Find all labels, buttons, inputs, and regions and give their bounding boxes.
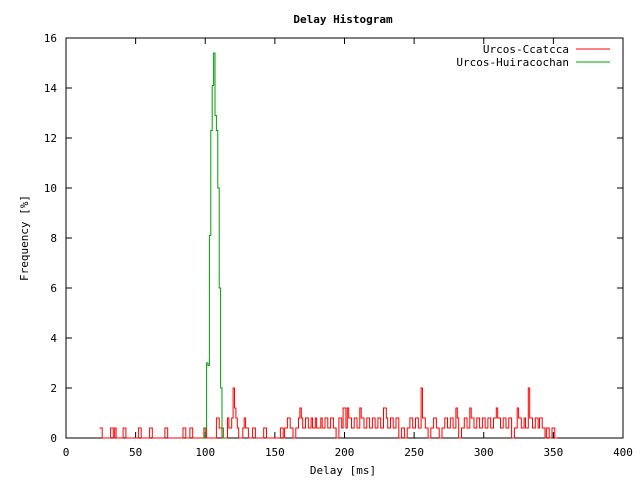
y-tick-label: 8 (50, 232, 57, 245)
y-tick-label: 14 (44, 82, 58, 95)
x-tick-label: 300 (474, 446, 494, 459)
x-tick-label: 0 (63, 446, 70, 459)
y-tick-label: 6 (50, 282, 57, 295)
y-tick-label: 16 (44, 32, 57, 45)
y-tick-label: 0 (50, 432, 57, 445)
x-axis-label: Delay [ms] (310, 464, 376, 477)
legend-label-2: Urcos-Huiracochan (456, 56, 569, 69)
x-tick-label: 200 (335, 446, 355, 459)
y-tick-label: 4 (50, 332, 57, 345)
x-tick-label: 150 (265, 446, 285, 459)
x-tick-label: 250 (404, 446, 424, 459)
y-tick-label: 10 (44, 182, 57, 195)
y-tick-label: 2 (50, 382, 57, 395)
plot-area: 0 50 100 150 200 250 300 350 400 0 2 4 6 8 10 12 14 16 (44, 32, 633, 459)
legend-label-1: Urcos-Ccatcca (483, 43, 569, 56)
y-tick-label: 12 (44, 132, 57, 145)
x-tick-label: 100 (195, 446, 215, 459)
series-line-2 (202, 52, 227, 439)
series-line-1 (99, 387, 558, 439)
y-axis-label: Frequency [%] (18, 195, 31, 281)
chart-title: Delay Histogram (293, 13, 393, 26)
x-tick-label: 50 (129, 446, 142, 459)
x-tick-label: 350 (543, 446, 563, 459)
x-tick-label: 400 (613, 446, 633, 459)
